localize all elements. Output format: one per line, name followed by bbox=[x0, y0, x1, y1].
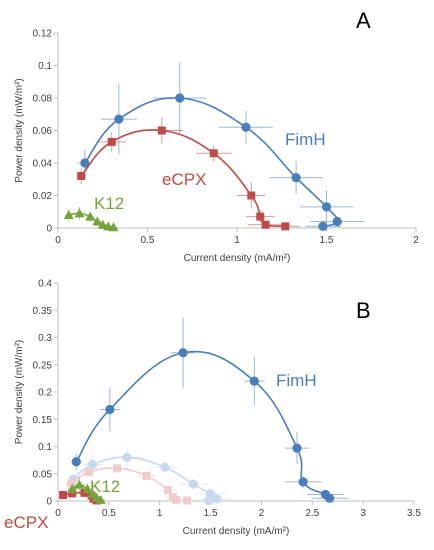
data-point bbox=[212, 494, 222, 504]
data-point bbox=[188, 479, 198, 489]
data-point bbox=[74, 208, 85, 218]
data-point bbox=[92, 216, 103, 226]
series-ecpx-faded bbox=[67, 463, 196, 505]
data-point bbox=[178, 348, 188, 358]
series-ecpx: eCPX bbox=[75, 117, 300, 231]
y-tick-label: 0.25 bbox=[33, 360, 53, 371]
data-point bbox=[160, 462, 170, 472]
data-point bbox=[183, 496, 192, 505]
data-point bbox=[85, 211, 96, 221]
data-point bbox=[203, 495, 214, 506]
y-tick-label: 0.35 bbox=[33, 306, 53, 317]
data-point bbox=[261, 220, 270, 229]
data-point bbox=[97, 219, 108, 229]
y-tick-label: 0.08 bbox=[33, 94, 53, 105]
x-tick-label: 2 bbox=[259, 508, 265, 519]
chart-panel-A: 0 0.5 1 1.5 2 0 0.02 0.04 0.06 0.08 0.1 0.12 Current… bbox=[14, 8, 419, 264]
data-point bbox=[324, 493, 335, 503]
y-tick-label: 0 bbox=[46, 224, 52, 235]
data-point bbox=[77, 172, 86, 180]
data-point bbox=[107, 137, 116, 146]
series-fimh-faded bbox=[68, 445, 232, 506]
x-tick-label: 0.5 bbox=[102, 508, 116, 519]
x-tick-label: 2 bbox=[413, 235, 419, 246]
data-point bbox=[163, 486, 172, 495]
panel-label: A bbox=[356, 8, 371, 33]
x-tick-label: 0.5 bbox=[141, 235, 155, 246]
data-point bbox=[84, 468, 93, 477]
data-point bbox=[95, 494, 106, 504]
y-tick-label: 0.4 bbox=[38, 279, 52, 290]
data-point bbox=[292, 443, 302, 453]
x-tick-label: 0 bbox=[55, 235, 61, 246]
data-point bbox=[321, 202, 332, 212]
data-point bbox=[175, 93, 185, 103]
x-tick-label: 1 bbox=[157, 508, 163, 519]
series-label: FimH bbox=[276, 371, 317, 390]
data-point bbox=[74, 479, 85, 489]
data-point bbox=[171, 495, 180, 504]
y-tick-label: 0.04 bbox=[33, 159, 53, 170]
data-point bbox=[256, 212, 265, 221]
x-tick-label: 2.5 bbox=[305, 508, 319, 519]
x-tick-label: 1 bbox=[234, 235, 240, 246]
x-tick-label: 1.5 bbox=[320, 235, 334, 246]
data-point bbox=[63, 210, 74, 219]
y-tick-label: 0.1 bbox=[38, 442, 52, 453]
y-axis-title: Power density (mW/m²) bbox=[14, 78, 25, 182]
y-tick-label: 0.05 bbox=[33, 469, 53, 480]
series-k12: K12 bbox=[67, 477, 120, 504]
data-point bbox=[291, 173, 301, 183]
data-point bbox=[108, 222, 119, 232]
data-point bbox=[241, 122, 251, 132]
data-point bbox=[82, 484, 93, 494]
y-tick-label: 0.15 bbox=[33, 415, 53, 426]
x-axis-title: Current density (mA/m²) bbox=[183, 526, 290, 537]
data-point bbox=[247, 191, 256, 200]
data-point bbox=[105, 404, 115, 415]
data-point bbox=[122, 452, 132, 462]
y-axis-title: Power density (mW/m²) bbox=[14, 340, 25, 444]
data-point bbox=[157, 126, 166, 135]
series-k12: K12 bbox=[63, 194, 124, 232]
series-label: K12 bbox=[94, 194, 124, 213]
y-tick-label: 0.1 bbox=[38, 61, 52, 72]
series-fimh: FimH bbox=[77, 62, 365, 231]
series-label: K12 bbox=[90, 477, 120, 496]
data-point bbox=[142, 471, 151, 480]
y-tick-label: 0.2 bbox=[38, 388, 52, 399]
data-point bbox=[318, 221, 328, 231]
panel-label: B bbox=[356, 298, 371, 323]
data-point bbox=[332, 216, 342, 227]
x-tick-label: 3.5 bbox=[407, 508, 421, 519]
y-tick-label: 0.06 bbox=[33, 126, 53, 137]
series-ecpx: eCPX bbox=[4, 488, 101, 532]
y-tick-label: 0.3 bbox=[38, 333, 52, 344]
data-point bbox=[87, 459, 98, 470]
data-point bbox=[67, 484, 78, 494]
data-point bbox=[71, 457, 81, 467]
x-tick-label: 1.5 bbox=[204, 508, 218, 519]
chart-panel-B: 0 0.5 1 1.5 2 2.5 3 3.5 0 0.05 0.1 0.15 0.2 0.25 0.3 0.… bbox=[4, 279, 421, 538]
x-tick-label: 0 bbox=[55, 508, 61, 519]
series-fimh: FimH bbox=[71, 317, 348, 503]
data-point bbox=[67, 479, 76, 488]
data-point bbox=[298, 477, 308, 487]
y-tick-label: 0.02 bbox=[33, 191, 53, 202]
series-label: FimH bbox=[285, 130, 326, 149]
x-tick-label: 3 bbox=[360, 508, 366, 519]
data-point bbox=[112, 464, 121, 473]
data-point bbox=[281, 222, 290, 231]
data-point bbox=[59, 491, 68, 500]
data-point bbox=[249, 376, 259, 386]
data-point bbox=[80, 158, 90, 168]
x-axis-title: Current density (mA/m²) bbox=[184, 253, 291, 264]
data-point bbox=[209, 149, 218, 158]
y-tick-label: 0 bbox=[46, 497, 52, 508]
data-point bbox=[114, 114, 124, 124]
series-label: eCPX bbox=[162, 170, 206, 189]
y-tick-label: 0.12 bbox=[33, 29, 53, 40]
series-label: eCPX bbox=[4, 513, 48, 532]
